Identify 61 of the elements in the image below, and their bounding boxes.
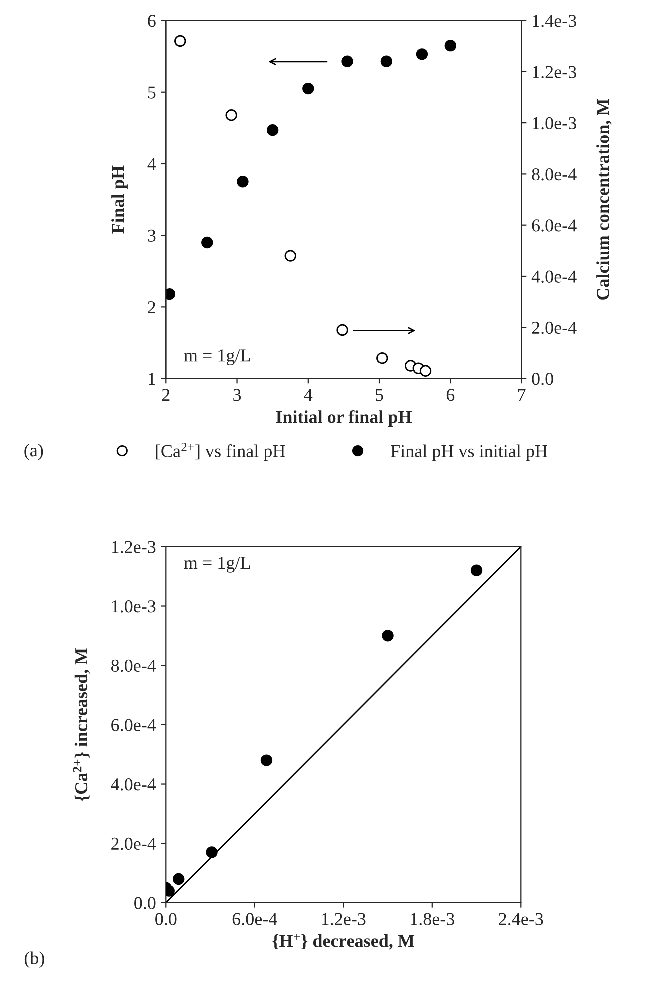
x-tick-label: 2 [162, 389, 170, 402]
point [470, 564, 483, 576]
y2-tick-label: 1.4e-3 [533, 15, 576, 28]
point [202, 236, 214, 249]
y-tick-label: 1.2e-3 [112, 541, 156, 554]
y-tick-label: 2 [148, 301, 156, 314]
annotation: m = 1g/L [184, 557, 250, 573]
point [206, 846, 218, 858]
x-tick-label: 1.2e-3 [322, 913, 366, 926]
x-tick-label: 6.0e-4 [232, 913, 278, 926]
x-tick-label: 7 [518, 389, 526, 402]
x-tick-label: 3 [234, 389, 242, 402]
x-tick-label: 6 [446, 389, 455, 402]
point [382, 630, 394, 642]
y-axis-title: {Ca$^{2+}$} increased, M [73, 648, 90, 802]
point [336, 324, 348, 336]
y-tick-label: 5 [148, 86, 156, 99]
y-tick-label: 1 [148, 373, 156, 386]
y2-tick-label: 4.0e-4 [532, 270, 577, 284]
text: (b) [24, 952, 44, 968]
point [226, 110, 238, 122]
legend-label: [Ca$^{2+}$] vs final pH [156, 443, 286, 462]
legend-label: Final pH vs initial pH [391, 444, 548, 462]
x-axis-title: Initial or final pH [276, 410, 412, 427]
point [284, 250, 296, 262]
y-tick-label: 4.0e-4 [111, 778, 156, 791]
point [237, 176, 249, 188]
y-tick-label: 6.0e-4 [112, 719, 156, 732]
y-axis-title: Final pH [112, 166, 128, 234]
y-tick-label: 6 [148, 15, 156, 28]
y-tick-label: 0.0 [134, 897, 156, 910]
point [342, 56, 354, 68]
y2-tick-label: 0.0 [532, 373, 554, 386]
y2-tick-label: 8.0e-4 [532, 168, 577, 181]
y-tick-label: 8.0e-4 [111, 660, 156, 672]
x-tick-label: 4 [304, 389, 313, 402]
point [416, 48, 428, 60]
point [380, 56, 392, 68]
point [173, 873, 185, 886]
y-tick-label: 3 [148, 230, 156, 242]
point [302, 82, 314, 95]
point [260, 754, 273, 766]
x-tick-label: 1.8e-3 [411, 913, 455, 926]
x-tick-label: 5 [376, 389, 384, 402]
point [376, 352, 388, 364]
y2-tick-label: 6.0e-4 [532, 220, 577, 232]
y2-tick-label: 1.2e-3 [533, 66, 576, 78]
text: (a) [24, 444, 44, 460]
annotation: m = 1g/L [184, 350, 250, 366]
y-tick-label: 4 [148, 158, 156, 170]
point [174, 35, 186, 48]
y-tick-label: 1.0e-3 [112, 600, 156, 613]
y-tick-label: 2.0e-4 [112, 838, 156, 850]
point [444, 40, 457, 52]
y2-tick-label: 1.0e-3 [533, 117, 576, 130]
point [420, 365, 432, 377]
x-axis-title: {H$^{+}$} decreased, M [272, 934, 414, 950]
point [266, 124, 279, 136]
y2-axis-title: Calcium concentration, M [596, 99, 612, 300]
y2-tick-label: 2.0e-4 [532, 322, 577, 334]
x-tick-label: 2.4e-3 [499, 913, 544, 926]
